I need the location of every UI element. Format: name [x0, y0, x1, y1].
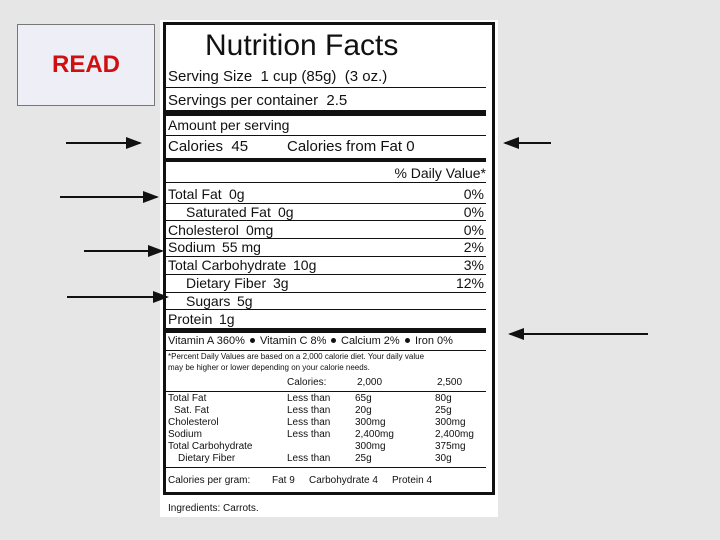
- rule: [166, 158, 486, 162]
- title: Nutrition Facts: [205, 29, 399, 62]
- nutrient-name: Sodium: [168, 239, 216, 256]
- nutrient-amount: 0g: [278, 203, 294, 220]
- dv-table-cell: 25g: [435, 405, 452, 416]
- dv-table-cell: 25g: [355, 453, 372, 464]
- rule: [166, 255, 486, 257]
- nutrient-dv: 3%: [463, 257, 484, 274]
- calories-per-gram-item: Fat 9: [272, 475, 295, 486]
- serving-size: Serving Size 1 cup (85g) (3 oz.): [168, 67, 388, 85]
- dv-table-cell: Sodium: [168, 429, 202, 440]
- rule: [166, 273, 486, 275]
- dv-table-cell: 65g: [355, 393, 372, 404]
- rule: [163, 22, 166, 495]
- nutrient-amount: 0g: [229, 186, 245, 202]
- nutrient-name: Total Carbohydrate: [168, 257, 287, 274]
- nutrient-amount: 3g: [273, 275, 289, 291]
- rule: [166, 238, 486, 240]
- dv-table-cell: 2,400mg: [355, 429, 394, 440]
- dv-table-cell: 2,400mg: [435, 429, 474, 440]
- rule: [163, 22, 495, 25]
- calories-per-gram: Calories per gram:: [168, 475, 251, 486]
- nutrient-name: Cholesterol: [168, 221, 239, 238]
- dv-table-cell: Less than: [287, 429, 331, 440]
- nutrient-dv: 2%: [463, 239, 484, 256]
- dv-table-cell: Dietary Fiber: [178, 453, 236, 464]
- nutrient-name: Protein: [168, 310, 213, 327]
- nutrient-name: Sugars: [186, 292, 231, 309]
- bullet: [405, 338, 410, 343]
- dv-table-cell: Cholesterol: [168, 417, 219, 428]
- ingredients: Ingredients: Carrots.: [168, 503, 259, 514]
- calories: Calories 45: [168, 137, 249, 155]
- dv-table-cell: 300mg: [355, 417, 386, 428]
- vitamin: Vitamin C 8%: [260, 334, 327, 347]
- nutrient-dv: 12%: [455, 275, 484, 291]
- nutrient-name: Saturated Fat: [186, 203, 271, 220]
- dv-table-cell: 300mg: [355, 441, 386, 452]
- servings: Servings per container 2.5: [168, 91, 348, 109]
- rule: [166, 87, 486, 88]
- dv-table-header: 2,500: [437, 377, 463, 388]
- calories-per-gram-item: Protein 4: [392, 475, 433, 486]
- calories-per-gram-item: Carbohydrate 4: [309, 475, 378, 486]
- rule: [166, 202, 486, 204]
- nutrient-name: Total Fat: [168, 186, 222, 202]
- dv-table-cell: Total Fat: [168, 393, 207, 404]
- rule: [166, 182, 486, 183]
- vitamin: Iron 0%: [415, 334, 453, 347]
- nutrient-amount: 10g: [293, 257, 317, 274]
- bullet: [250, 338, 255, 343]
- rule: [166, 135, 486, 136]
- dv-table-cell: 30g: [435, 453, 452, 464]
- nutrient-amount: 0mg: [246, 221, 274, 238]
- dv-table-header: 2,000: [357, 377, 383, 388]
- rule: [166, 350, 486, 351]
- dv-table-cell: Total Carbohydrate: [168, 441, 253, 452]
- rule: [166, 220, 486, 222]
- rule: [166, 391, 486, 392]
- rule: [166, 110, 486, 116]
- footnote: may be higher or lower depending on your…: [168, 363, 370, 372]
- rule: [166, 291, 486, 293]
- rule: [166, 467, 486, 468]
- footnote: *Percent Daily Values are based on a 2,0…: [168, 352, 425, 361]
- dv-table-cell: Less than: [287, 393, 331, 404]
- nutrient-name: Dietary Fiber: [186, 275, 267, 291]
- nutrient-dv: 0%: [463, 221, 484, 238]
- read-box: READ: [17, 24, 155, 106]
- dv-table-cell: Sat. Fat: [174, 405, 210, 416]
- nutrient-amount: 5g: [237, 292, 253, 309]
- dv-header: % Daily Value*: [394, 165, 486, 181]
- rule: [492, 22, 495, 495]
- dv-table-cell: 300mg: [435, 417, 466, 428]
- amount-per-serving: Amount per serving: [168, 117, 290, 133]
- rule: [166, 309, 486, 311]
- dv-table-cell: Less than: [287, 417, 331, 428]
- nutrient-dv: 0%: [463, 186, 484, 202]
- nutrient-amount: 1g: [219, 310, 235, 327]
- vitamin: Calcium 2%: [341, 334, 400, 347]
- dv-table-cell: Less than: [287, 405, 331, 416]
- dv-table-cell: 20g: [355, 405, 372, 416]
- nutrient-amount: 55 mg: [222, 239, 261, 256]
- dv-table-cell: Less than: [287, 453, 331, 464]
- vitamin: Vitamin A 360%: [168, 334, 245, 347]
- nutrient-dv: 0%: [463, 203, 484, 220]
- dv-table-cell: 375mg: [435, 441, 466, 452]
- calories-from-fat: Calories from Fat 0: [287, 137, 415, 155]
- dv-table-header: Calories:: [287, 377, 327, 388]
- dv-table-cell: 80g: [435, 393, 452, 404]
- bullet: [331, 338, 336, 343]
- rule: [166, 328, 486, 333]
- rule: [163, 492, 495, 495]
- nutrition-label: Nutrition Facts Serving Size 1 cup (85g) …: [160, 20, 498, 517]
